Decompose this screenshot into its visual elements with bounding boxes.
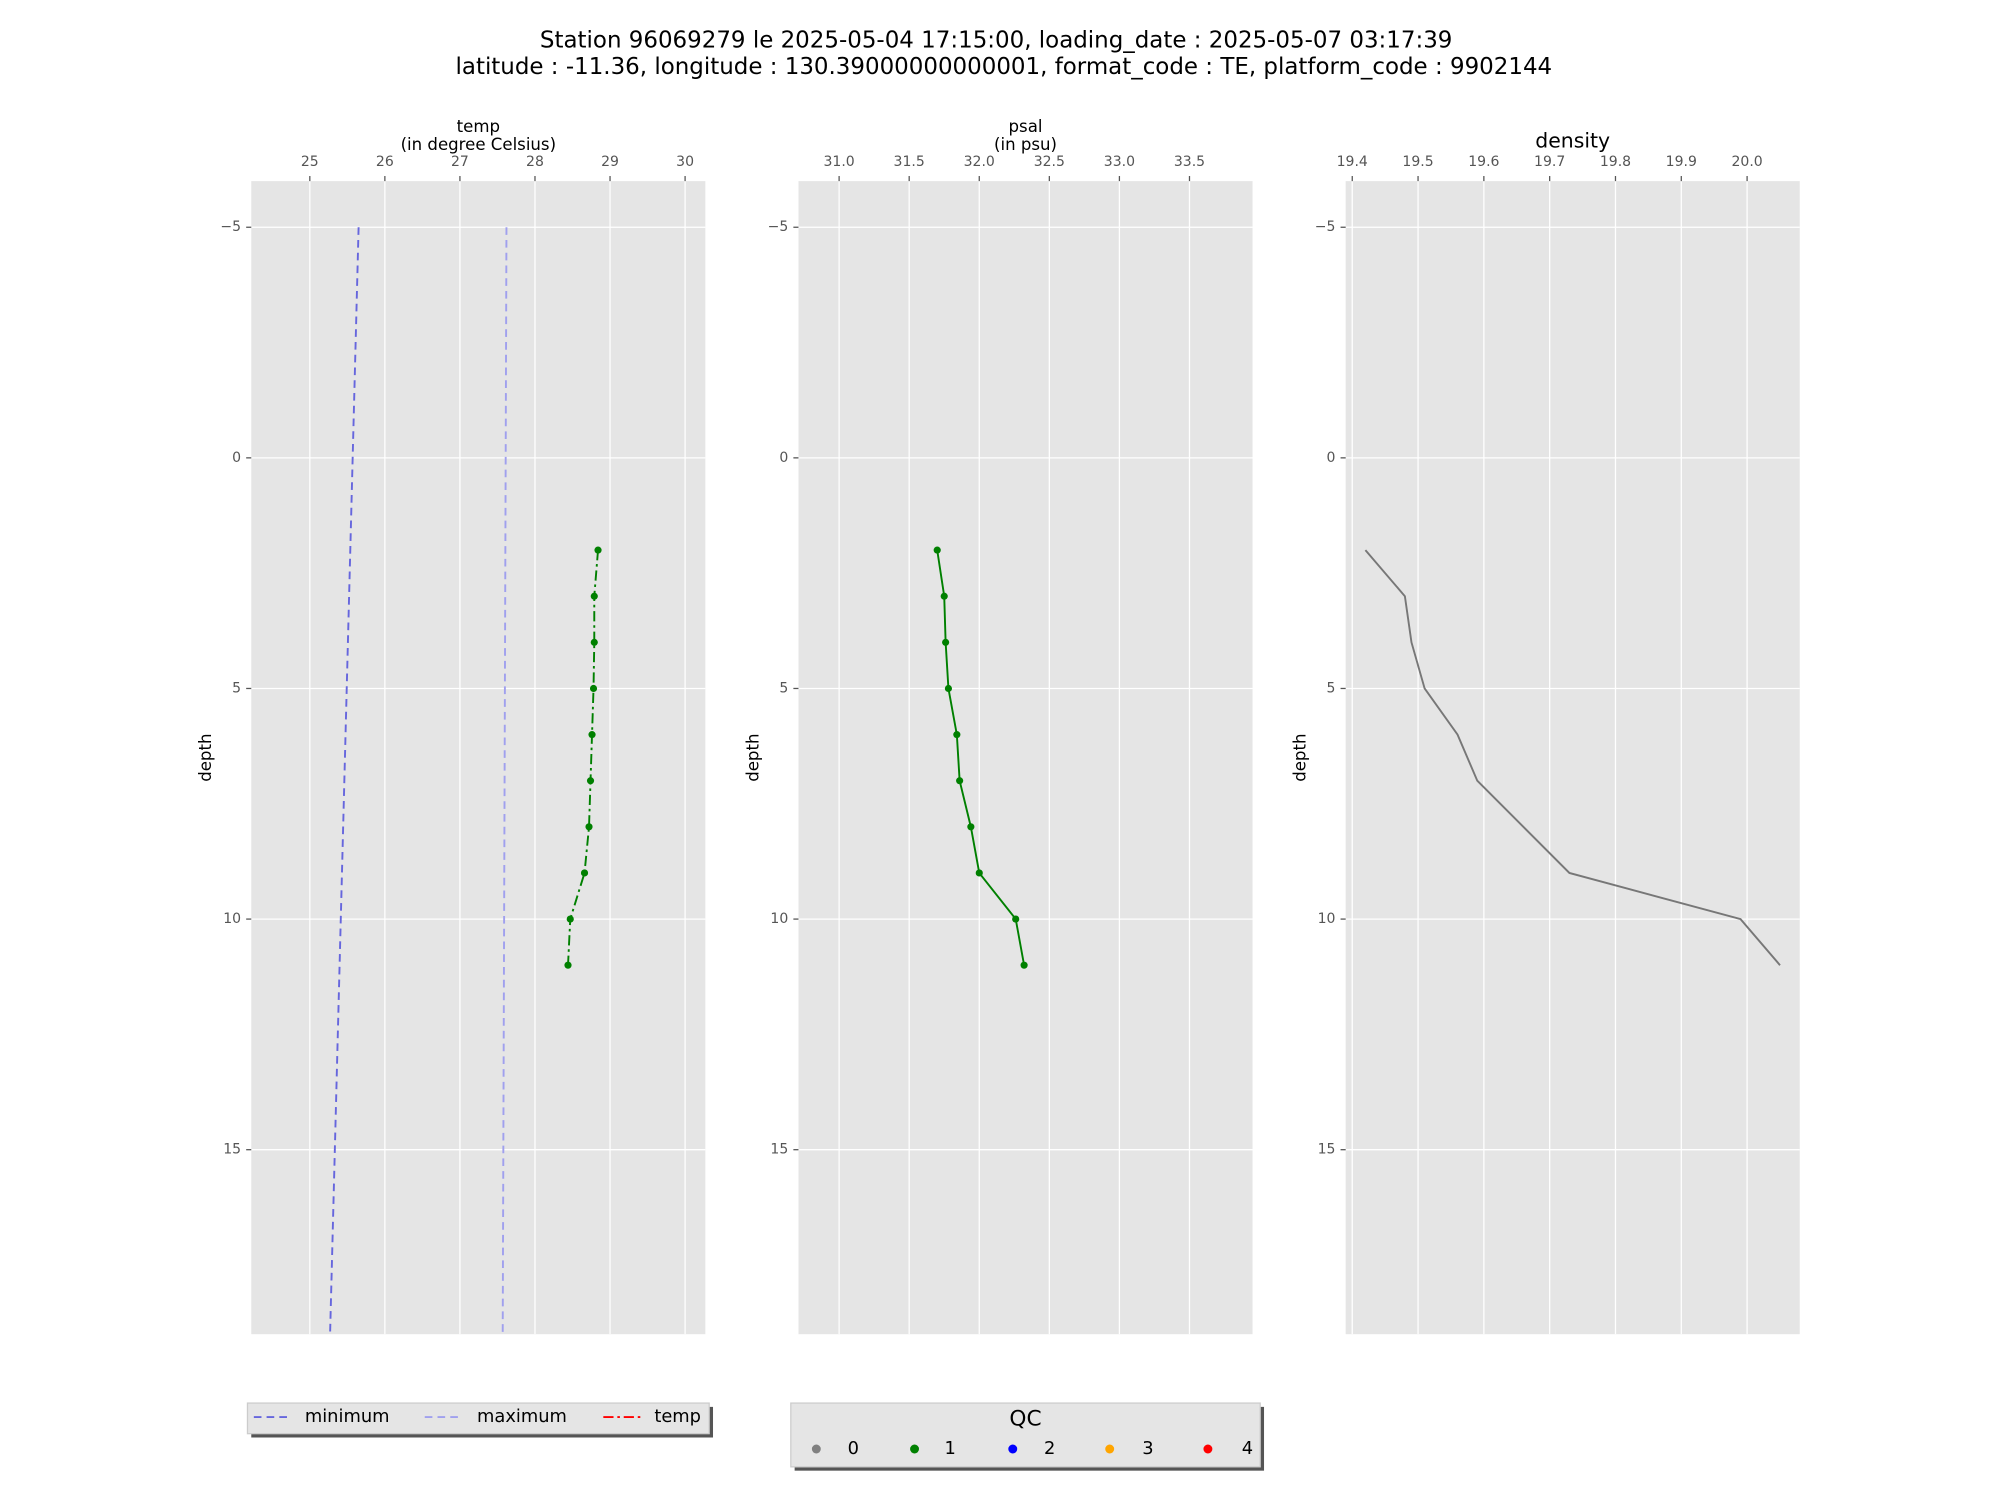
legend-label: 1 — [945, 1438, 956, 1459]
x-tick-label: 19.5 — [1402, 154, 1433, 170]
x-tick-label: 19.4 — [1337, 154, 1368, 170]
data-point — [940, 592, 948, 600]
y-tick-label: 10 — [1318, 911, 1336, 927]
legend-swatch — [1203, 1444, 1213, 1454]
subplot-title: density — [1535, 129, 1610, 153]
data-point — [975, 869, 983, 877]
x-axis-label: (in psu) — [994, 135, 1057, 154]
legend-label: minimum — [305, 1406, 390, 1427]
x-tick-label: 20.0 — [1731, 154, 1762, 170]
data-point — [944, 684, 952, 693]
data-point — [953, 731, 961, 739]
x-tick-label: 25 — [301, 154, 319, 170]
y-tick-label: −5 — [768, 219, 789, 235]
y-tick-label: −5 — [220, 219, 241, 235]
x-tick-label: 19.7 — [1534, 154, 1565, 170]
x-axis-label: temp — [457, 117, 500, 136]
y-axis-label: depth — [196, 734, 215, 782]
data-point — [933, 546, 941, 554]
y-tick-label: 15 — [770, 1142, 788, 1158]
legend-label: 3 — [1142, 1438, 1153, 1459]
legend-label: 4 — [1242, 1438, 1253, 1459]
x-tick-label: 28 — [526, 154, 544, 170]
x-tick-label: 19.9 — [1666, 154, 1697, 170]
x-tick-label: 33.0 — [1104, 154, 1135, 170]
y-axis-label: depth — [743, 734, 762, 782]
y-tick-label: 0 — [1327, 450, 1336, 466]
data-point — [956, 777, 964, 785]
y-tick-label: 10 — [223, 911, 241, 927]
legend-title: QC — [1009, 1407, 1041, 1432]
x-axis-label: psal — [1009, 117, 1043, 136]
data-point — [1012, 915, 1020, 923]
y-tick-label: 0 — [232, 450, 241, 466]
plot-area — [798, 181, 1253, 1335]
title-line: Station 96069279 le 2025-05-04 17:15:00,… — [540, 27, 1452, 53]
series-line — [501, 227, 508, 1335]
data-point — [566, 915, 574, 923]
legend-swatch — [1008, 1444, 1018, 1454]
x-tick-label: 26 — [376, 154, 394, 170]
y-tick-label: 5 — [232, 680, 241, 696]
legend-label: temp — [654, 1406, 701, 1427]
x-tick-label: 29 — [601, 154, 619, 170]
legend-swatch — [811, 1444, 821, 1454]
y-tick-label: 0 — [779, 450, 788, 466]
y-tick-label: 5 — [779, 680, 788, 696]
x-tick-label: 32.5 — [1034, 154, 1065, 170]
legend-box — [790, 1402, 1261, 1468]
y-tick-label: 5 — [1327, 680, 1336, 696]
data-point — [580, 869, 589, 877]
x-tick-label: 27 — [451, 154, 469, 170]
y-tick-label: 15 — [223, 1142, 241, 1158]
data-point — [594, 546, 602, 554]
series-line — [329, 227, 360, 1335]
x-tick-label: 19.8 — [1600, 154, 1631, 170]
x-tick-label: 31.5 — [894, 154, 925, 170]
x-tick-label: 30 — [676, 154, 694, 170]
series-line — [567, 550, 599, 966]
series-line — [1364, 549, 1781, 966]
legend-swatch — [1105, 1444, 1115, 1454]
legend-label: 0 — [848, 1438, 859, 1459]
title-line: latitude : -11.36, longitude : 130.39000… — [456, 54, 1553, 80]
legend-box — [246, 1402, 710, 1435]
plot-area — [1345, 181, 1800, 1335]
series-line — [936, 549, 1026, 966]
x-axis-label: (in degree Celsius) — [401, 135, 556, 154]
data-point — [1020, 961, 1028, 969]
x-tick-label: 32.0 — [964, 154, 995, 170]
y-tick-label: −5 — [1315, 219, 1336, 235]
data-point — [942, 638, 950, 646]
data-point — [589, 684, 598, 693]
legend-label: maximum — [477, 1406, 567, 1427]
y-tick-label: 15 — [1318, 1142, 1336, 1158]
x-tick-label: 19.6 — [1468, 154, 1499, 170]
x-tick-label: 33.5 — [1174, 154, 1205, 170]
x-tick-label: 31.0 — [824, 154, 855, 170]
data-point — [588, 731, 596, 739]
data-point — [967, 823, 975, 831]
y-axis-label: depth — [1291, 734, 1310, 782]
plot-area — [251, 181, 706, 1335]
legend-label: 2 — [1044, 1438, 1055, 1459]
data-point — [590, 592, 598, 600]
data-point — [585, 823, 593, 831]
data-point — [590, 638, 598, 646]
y-tick-label: 10 — [770, 911, 788, 927]
legend-swatch — [910, 1444, 920, 1454]
data-point — [564, 961, 572, 969]
data-point — [586, 777, 595, 785]
